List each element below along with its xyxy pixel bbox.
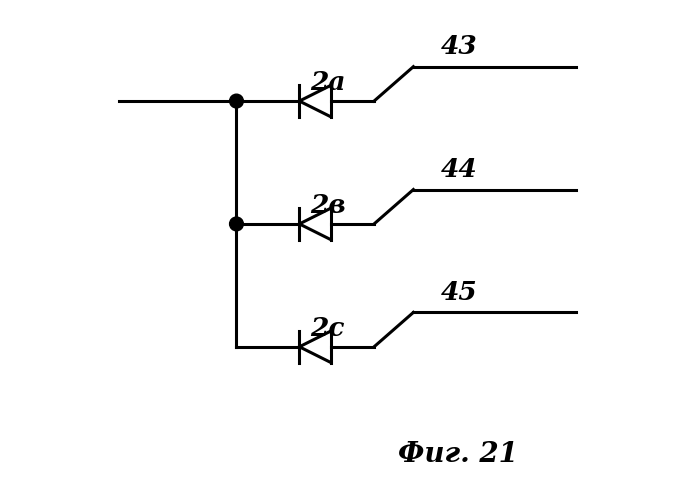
Text: Фиг. 21: Фиг. 21 xyxy=(398,441,517,468)
Text: 2а: 2а xyxy=(310,70,346,95)
Text: 2с: 2с xyxy=(310,316,345,341)
Circle shape xyxy=(229,217,243,231)
Text: 43: 43 xyxy=(440,34,477,59)
Text: 44: 44 xyxy=(440,157,477,182)
Circle shape xyxy=(229,94,243,108)
Text: 45: 45 xyxy=(440,280,477,305)
Text: 2в: 2в xyxy=(310,193,346,218)
